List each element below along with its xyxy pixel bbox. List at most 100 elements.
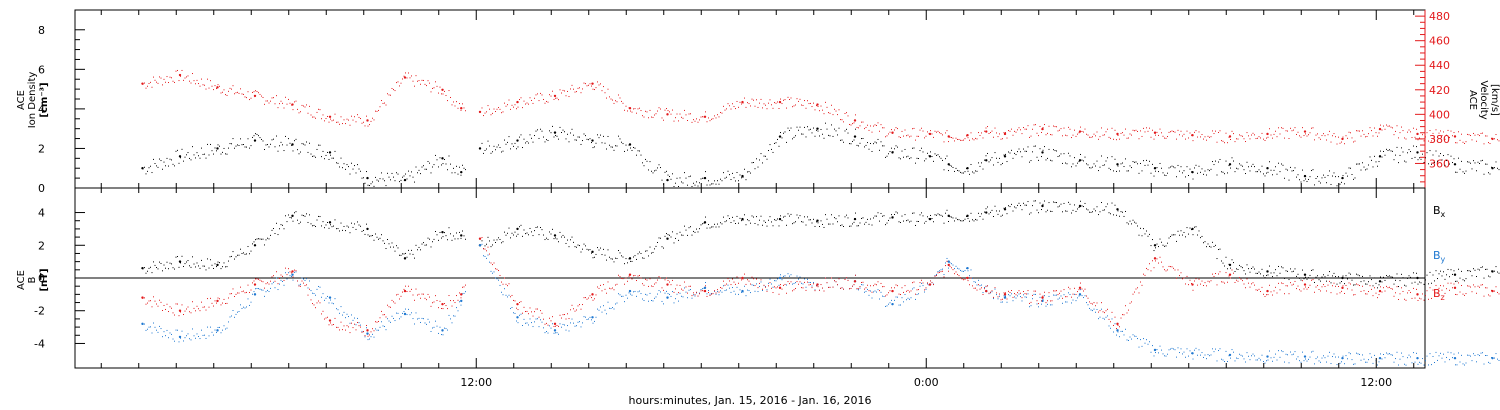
by-sample [1455,364,1456,366]
density-point [778,135,782,138]
bz-sample [505,283,507,285]
by-sample [538,326,540,328]
bx-sample [1377,287,1378,289]
bx-sample [487,236,489,238]
bx-sample [1008,205,1009,207]
bx-sample [258,238,259,240]
bz-sample [459,292,460,294]
velocity-sample [1482,132,1483,134]
density-point [1341,176,1344,180]
bx-sample [730,222,732,224]
bz-sample [508,283,510,285]
bx-sample [1186,227,1188,229]
by-sample [423,318,424,320]
by-sample [688,289,690,291]
bz-sample [246,291,247,293]
by-sample [169,332,171,334]
bx-sample [888,219,889,221]
velocity-sample [850,124,852,126]
velocity-sample [603,86,604,88]
velocity-sample [699,119,700,121]
velocity-sample [796,98,798,100]
bz-sample [289,271,291,273]
velocity-sample [318,108,319,110]
velocity-sample [418,80,420,82]
bx-sample [864,223,865,225]
by-sample [153,322,154,324]
by-sample [151,332,153,334]
velocity-sample [705,111,706,113]
by-sample [1456,364,1458,366]
velocity-sample [517,106,519,108]
velocity-sample [1173,131,1174,133]
by-sample [1036,303,1038,305]
density-sample [597,134,598,136]
bx-sample [324,227,325,229]
bz-sample [418,293,420,295]
velocity-sample [150,81,151,83]
bx-sample [963,220,964,222]
by-sample [766,289,768,291]
bz-sample [841,287,843,289]
density-sample [454,172,456,174]
velocity-sample [447,100,448,102]
bz-sample [553,325,555,327]
velocity-sample [1375,132,1377,134]
bz-sample [922,282,924,284]
bx-sample [1012,210,1014,212]
bz-sample [510,296,511,298]
velocity-sample [1491,137,1492,139]
bx-sample [610,258,612,260]
bx-sample [270,234,271,236]
velocity-sample [961,139,963,141]
bx-sample [616,258,618,260]
velocity-sample [1410,131,1411,133]
velocity-sample [160,77,162,79]
by-sample [1164,355,1165,357]
density-sample [933,160,934,162]
bx-sample [1000,215,1002,217]
velocity-sample [787,96,789,98]
velocity-sample [1249,138,1251,140]
velocity-sample [1021,133,1023,135]
bx-sample [547,238,549,240]
by-sample [658,290,660,292]
bx-sample [828,223,829,225]
bz-sample [514,300,516,302]
by-sample [216,331,217,333]
by-sample [1027,293,1029,295]
velocity-sample [1453,132,1455,134]
bx-sample [534,230,535,232]
by-sample [583,316,585,318]
velocity-sample [1084,128,1086,130]
density-sample [852,140,853,142]
velocity-sample [499,108,501,110]
bz-sample [234,296,235,298]
by-sample [643,299,645,301]
by-sample [1008,294,1009,296]
density-sample [387,172,388,174]
bz-sample [912,282,913,284]
velocity-sample [304,106,306,108]
bx-sample [1306,278,1308,280]
bz-sample [538,316,540,318]
bx-sample [1435,270,1437,272]
density-sample [814,135,816,137]
density-sample [957,169,958,171]
density-sample [1377,165,1378,167]
by-sample [769,278,771,280]
density-sample [570,132,571,134]
velocity-sample [235,92,237,94]
velocity-sample [861,121,862,123]
bz-sample [483,248,484,250]
velocity-sample [199,85,201,87]
density-sample [1140,162,1141,164]
density-sample [1053,149,1054,151]
density-sample [409,175,411,177]
bz-sample [273,275,274,277]
by-sample [1390,354,1392,356]
density-sample [1248,166,1249,168]
by-sample [780,274,781,276]
bx-sample [496,239,498,241]
density-sample [201,147,202,149]
